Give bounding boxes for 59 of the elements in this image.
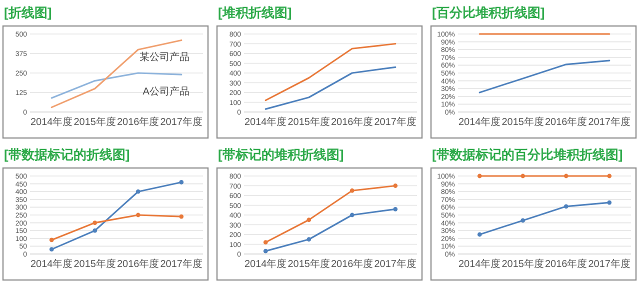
x-tick-label: 2016年度 bbox=[331, 258, 374, 270]
x-tick-label: 2016年度 bbox=[545, 258, 588, 270]
point bbox=[136, 212, 140, 218]
x-tick-label: 2015年度 bbox=[502, 116, 544, 128]
chart-title: [带数据标记的折线图] bbox=[4, 147, 130, 162]
point bbox=[350, 212, 354, 218]
point bbox=[136, 189, 140, 194]
line-series bbox=[478, 60, 610, 94]
x-tick-label: 2017年度 bbox=[374, 258, 416, 270]
x-tick-label: 2017年度 bbox=[588, 258, 630, 270]
x-tick-label: 2017年度 bbox=[160, 258, 202, 270]
x-tick-label: 2015年度 bbox=[74, 258, 116, 270]
x-tick-label: 2016年度 bbox=[117, 258, 160, 270]
point bbox=[564, 204, 568, 209]
x-tick-label: 2014年度 bbox=[458, 116, 501, 128]
x-tick-label: 2014年度 bbox=[30, 116, 73, 128]
x-tick-label: 2014年度 bbox=[244, 258, 287, 270]
point bbox=[607, 174, 612, 178]
x-tick-label: 2014年度 bbox=[458, 258, 501, 270]
point bbox=[393, 184, 398, 188]
point bbox=[306, 218, 312, 222]
point bbox=[520, 174, 526, 178]
point bbox=[49, 247, 54, 252]
x-tick-label: 2014年度 bbox=[30, 258, 73, 270]
chart-title: [带数据标记的百分比堆积折线图] bbox=[432, 147, 623, 162]
point bbox=[393, 206, 398, 212]
chart-title: [百分比堆积折线图] bbox=[432, 5, 545, 20]
x-tick-label: 2016年度 bbox=[117, 116, 160, 128]
point bbox=[564, 174, 568, 178]
x-tick-label: 2017年度 bbox=[374, 116, 416, 128]
x-tick-label: 2016年度 bbox=[545, 116, 588, 128]
chart-title: [折线图] bbox=[4, 5, 52, 20]
x-tick-label: 2015年度 bbox=[74, 116, 116, 128]
series-label: A公司产品 bbox=[142, 86, 190, 98]
line-series bbox=[264, 42, 396, 102]
series-label: 某公司产品 bbox=[139, 51, 190, 64]
point bbox=[49, 238, 54, 242]
x-tick-label: 2014年度 bbox=[244, 116, 287, 128]
line-series bbox=[264, 66, 396, 110]
point bbox=[306, 237, 312, 242]
x-tick-label: 2015年度 bbox=[288, 116, 330, 128]
point bbox=[179, 214, 184, 219]
x-tick-label: 2015年度 bbox=[502, 258, 544, 270]
point bbox=[607, 200, 612, 205]
point bbox=[179, 180, 184, 184]
point bbox=[350, 188, 354, 193]
chart-title: [带标记的堆积折线图] bbox=[218, 147, 344, 162]
point bbox=[263, 240, 268, 244]
x-tick-label: 2017年度 bbox=[588, 116, 630, 128]
point bbox=[263, 248, 268, 254]
point bbox=[520, 218, 526, 223]
x-tick-label: 2017年度 bbox=[160, 116, 202, 128]
point bbox=[92, 220, 98, 225]
point bbox=[477, 174, 482, 178]
point bbox=[477, 232, 482, 237]
point bbox=[92, 228, 98, 233]
chart-title: [堆积折线图] bbox=[218, 5, 292, 20]
x-tick-label: 2016年度 bbox=[331, 116, 374, 128]
x-tick-label: 2015年度 bbox=[288, 258, 330, 270]
